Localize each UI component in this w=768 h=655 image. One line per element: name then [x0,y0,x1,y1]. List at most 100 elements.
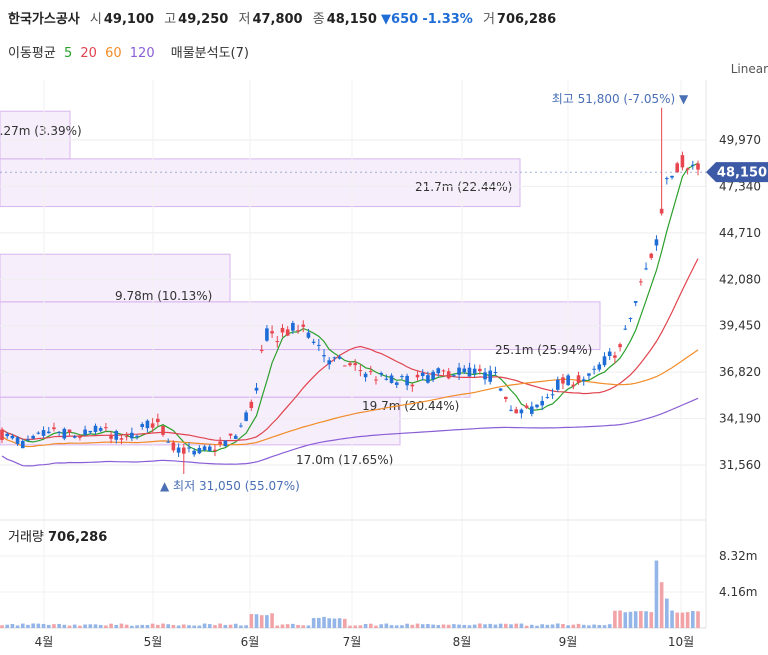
volume-bar [529,624,534,628]
candle [597,361,602,372]
volume-bar [436,625,441,628]
candle [472,364,477,378]
candle [691,160,695,170]
volume-bar [322,616,326,628]
volume-bar [587,625,591,628]
volume-bar [628,611,633,628]
volume-bar [379,624,383,628]
candle [561,373,565,390]
volume-bar [545,624,550,628]
volume-bar [72,624,77,628]
volume-bar [301,625,306,628]
volume-bar [192,625,196,628]
candle-body [394,382,399,385]
ma-60[interactable]: 60 [105,46,122,61]
volume-bar [410,624,415,628]
volume-panel-value: 706,286 [48,530,108,545]
candle [545,393,550,399]
candle [275,335,280,348]
candle [441,369,446,376]
candle-body [280,327,285,333]
current-price-badge [706,162,768,183]
volume-bar [597,624,602,628]
candle-body [145,420,150,429]
candle [109,431,113,444]
candle-body [46,431,51,434]
candle-body [249,401,254,409]
volume-bar [306,625,311,628]
scale-mode[interactable]: Linear [730,62,768,76]
volume-bar [130,625,134,628]
volume-bar [384,623,389,628]
candle-body [135,435,139,437]
candle-body [187,447,191,449]
candle-body [540,400,544,406]
volume-bar [15,625,20,628]
volume-bar [540,624,544,628]
candle-body [410,384,415,387]
volume-bar [332,618,337,628]
candle [322,349,326,363]
candle [36,431,41,435]
candle-body [472,368,477,374]
candle-body [446,371,451,379]
candle [187,442,191,453]
candle-body [213,449,217,451]
volume-profile-label: 25.1m (25.94%) [495,343,592,357]
candle-body [462,368,467,373]
candle-body [296,330,300,332]
candle [259,344,264,354]
volume-bar [5,624,9,628]
volume-bar [623,612,628,628]
candle-body [332,357,337,359]
candle [62,427,67,441]
candle-body [680,155,685,168]
candle [555,376,560,392]
volume-profile-toggle[interactable]: 매물분석도(7) [170,46,249,61]
candle [613,351,617,364]
candle-body [587,373,591,376]
volume-bar [633,611,638,628]
candle [156,413,160,427]
candle-body [493,371,498,373]
candle [270,325,274,338]
candle-body [285,329,290,336]
volume-bar [592,624,596,628]
volume-bar [581,624,586,628]
candle [633,301,638,307]
candle-body [104,427,108,429]
candle-body [613,355,617,358]
high-value: 49,250 [178,12,229,27]
candle-body [20,440,25,449]
candle [685,167,690,175]
open-value: 49,100 [103,12,155,27]
volume-bar [207,624,212,628]
candle-body [140,424,145,427]
y-tick-label: 31,560 [719,458,761,472]
volume-bar [337,618,342,628]
candle [15,436,20,447]
candle [83,425,87,437]
candle [135,434,139,440]
x-tick-label: 6월 [241,635,260,649]
candle-body [52,427,56,430]
candle [337,354,342,360]
ma-120[interactable]: 120 [129,46,155,61]
candle [104,423,108,432]
candle [514,406,519,414]
ma-legend[interactable]: 이동평균 5 20 60 120 매물분석도(7) [8,42,253,61]
volume-bar [420,624,425,628]
candle [88,430,93,435]
close-value: 48,150 [326,12,377,27]
candle-body [26,439,30,441]
ma-20[interactable]: 20 [80,46,97,61]
candle-body [576,375,581,383]
volume-bar [374,625,378,628]
volume-bar [270,613,274,628]
candle [161,425,165,437]
candle-body [374,379,378,381]
volume-bar [161,623,165,628]
volume-bar [670,610,674,628]
ma-5[interactable]: 5 [63,46,73,61]
